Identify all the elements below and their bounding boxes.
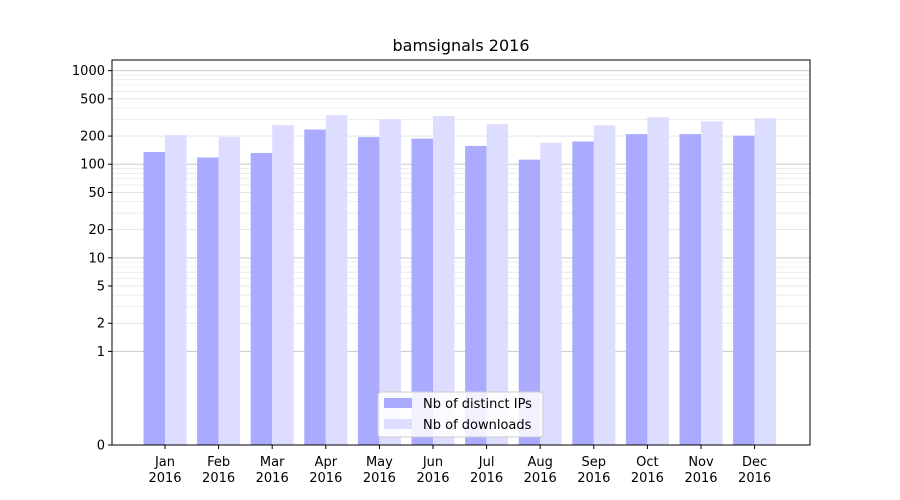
bar-distinct-ips	[518, 159, 541, 445]
y-tick-label: 50	[88, 186, 105, 201]
bar-downloads	[165, 135, 187, 445]
x-tick-label-month: Sep	[582, 455, 607, 470]
chart-title: bamsignals 2016	[392, 36, 529, 55]
legend-box	[377, 391, 544, 438]
bar-downloads	[325, 115, 348, 446]
bar-distinct-ips	[465, 145, 487, 445]
bar-downloads	[486, 124, 509, 445]
x-tick-label-month: May	[366, 455, 393, 470]
y-tick-label: 1000	[72, 64, 105, 79]
y-tick-label: 10	[88, 251, 105, 266]
x-tick-label-year: 2016	[202, 471, 235, 486]
x-tick-label-month: Nov	[688, 455, 714, 470]
x-tick-label-year: 2016	[577, 471, 610, 486]
y-axis: 0 1 2 5 10 20 50 100 200 500 1000	[72, 64, 112, 454]
y-tick-label: 0	[97, 439, 105, 454]
y-tick-label: 1	[97, 345, 105, 360]
bar-downloads	[754, 118, 777, 445]
y-tick-label: 20	[88, 223, 105, 238]
x-tick-label-month: Mar	[260, 455, 285, 470]
bar-distinct-ips	[733, 135, 755, 445]
bars	[143, 115, 777, 446]
x-tick-label-year: 2016	[631, 471, 664, 486]
x-tick-label-year: 2016	[738, 471, 771, 486]
x-tick-label-year: 2016	[524, 471, 557, 486]
bar-distinct-ips	[679, 134, 701, 446]
x-tick-label-month: Jun	[422, 455, 443, 470]
y-tick-label: 2	[97, 317, 105, 332]
bar-distinct-ips	[197, 157, 219, 445]
x-tick-label-month: Apr	[315, 455, 338, 470]
bar-downloads	[433, 115, 455, 445]
bar-downloads	[593, 125, 616, 445]
bar-distinct-ips	[357, 137, 380, 445]
plot-area-frame	[111, 59, 811, 446]
y-tick-label: 100	[80, 158, 105, 173]
x-axis: Jan2016Feb2016Mar2016Apr2016May2016Jun20…	[148, 445, 771, 486]
bar-distinct-ips	[625, 134, 648, 446]
y-tick-label: 200	[80, 130, 105, 145]
x-tick-label-year: 2016	[684, 471, 717, 486]
x-tick-label-year: 2016	[470, 471, 503, 486]
x-tick-label-month: Jan	[154, 455, 175, 470]
x-tick-label-month: Dec	[742, 455, 767, 470]
bar-downloads	[272, 125, 294, 446]
bar-distinct-ips	[572, 141, 594, 445]
x-tick-label-year: 2016	[416, 471, 449, 486]
legend-swatch-downloads	[384, 419, 412, 429]
legend-label-downloads: Nb of downloads	[423, 418, 532, 433]
legend-swatch-distinct-ips	[384, 398, 412, 408]
bar-distinct-ips	[250, 152, 273, 445]
x-tick-label-month: Feb	[207, 455, 230, 470]
bar-downloads	[218, 137, 241, 445]
x-tick-label-year: 2016	[148, 471, 181, 486]
x-tick-label-month: Aug	[528, 455, 553, 470]
legend: Nb of distinct IPs Nb of downloads	[377, 391, 544, 438]
bar-distinct-ips	[143, 152, 165, 445]
x-tick-label-year: 2016	[256, 471, 289, 486]
bar-downloads	[379, 119, 401, 445]
bar-distinct-ips	[411, 138, 433, 445]
y-tick-label: 500	[80, 92, 105, 107]
bar-downloads	[701, 121, 723, 445]
x-tick-label-month: Oct	[636, 455, 658, 470]
bar-distinct-ips	[304, 129, 326, 445]
bar-downloads	[647, 117, 669, 445]
x-tick-label-year: 2016	[309, 471, 342, 486]
x-tick-label-month: Jul	[478, 455, 495, 470]
bar-downloads	[540, 142, 562, 445]
legend-label-distinct-ips: Nb of distinct IPs	[423, 397, 532, 412]
y-tick-label: 5	[97, 280, 105, 295]
x-tick-label-year: 2016	[363, 471, 396, 486]
